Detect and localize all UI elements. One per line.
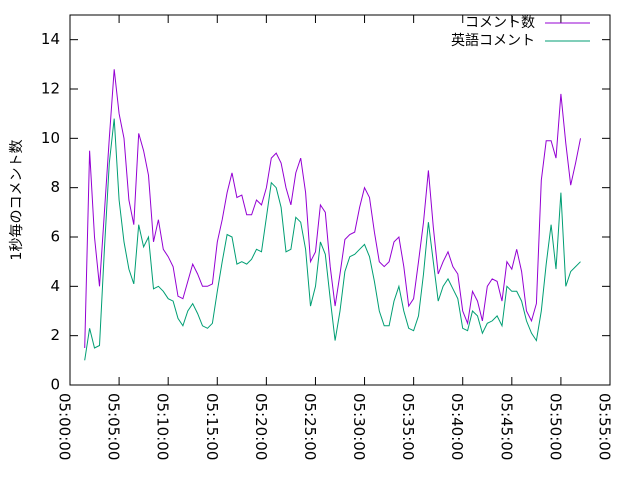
x-tick-label: 05:50:00 [546,393,564,460]
x-tick-label: 05:30:00 [350,393,368,460]
x-tick-label: 05:10:00 [154,393,172,460]
x-tick-label: 05:55:00 [596,393,614,460]
y-tick-label: 14 [41,30,60,48]
y-tick-label: 8 [50,178,60,196]
x-tick-label: 05:40:00 [448,393,466,460]
x-tick-label: 05:35:00 [399,393,417,460]
x-tick-label: 05:15:00 [203,393,221,460]
plot-border [69,14,611,386]
y-tick-label: 4 [50,277,60,295]
x-tick-label: 05:45:00 [497,393,515,460]
data-line [84,69,581,349]
y-tick-label: 2 [50,326,60,344]
y-tick-label: 12 [41,80,60,98]
y-tick-label: 10 [41,129,60,147]
data-line [84,118,581,361]
legend-label: コメント数 [465,15,535,31]
x-tick-label: 05:20:00 [252,393,270,460]
x-tick-label: 05:00:00 [56,393,74,460]
y-axis-label: 1秒毎のコメント数 [9,140,25,261]
y-tick-label: 0 [50,376,60,394]
y-tick-label: 6 [50,228,60,246]
x-tick-label: 05:25:00 [301,393,319,460]
legend-label: 英語コメント [451,32,535,49]
x-tick-label: 05:05:00 [105,393,123,460]
